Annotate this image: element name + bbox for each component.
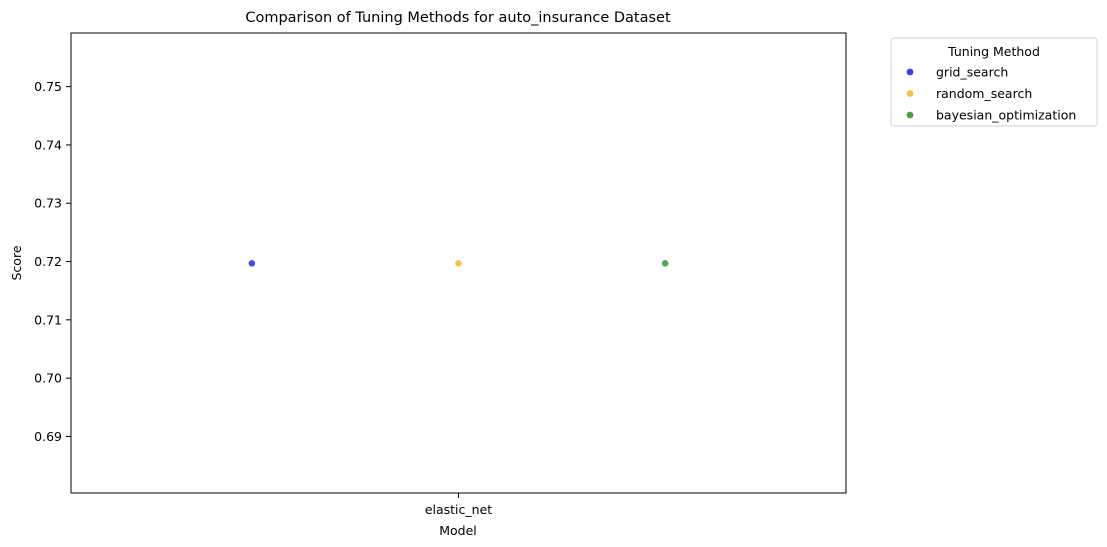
point-bayesian_optimization <box>661 259 670 268</box>
data-points <box>247 259 670 268</box>
legend-marker-random_search <box>906 90 914 97</box>
legend: Tuning Method grid_search random_searchba… <box>890 37 1098 127</box>
legend-marker-bayesian_optimization <box>906 111 914 119</box>
x-axis: elastic_net <box>425 493 492 517</box>
y-tick-label: 0.75 <box>34 79 62 94</box>
point-random_search <box>454 259 463 268</box>
chart-title: Comparison of Tuning Methods for auto_in… <box>245 10 671 26</box>
x-axis-label: Model <box>439 523 477 538</box>
y-tick-label: 0.74 <box>34 137 62 152</box>
legend-title: Tuning Method <box>947 44 1040 59</box>
y-tick-label: 0.71 <box>34 312 62 327</box>
point-grid_search <box>247 259 256 268</box>
legend-box <box>890 37 1098 127</box>
x-tick-label: elastic_net <box>425 502 492 517</box>
legend-label-grid_search: grid_search <box>936 65 1008 80</box>
y-tick-label: 0.70 <box>34 371 62 386</box>
legend-marker-grid_search <box>906 68 914 76</box>
y-tick-label: 0.69 <box>34 429 62 444</box>
legend-label-random_search: random_search <box>936 86 1032 101</box>
y-axis: 0.69 0.70 0.71 0.72 0.73 0.74 0.75 <box>34 79 71 444</box>
y-axis-label: Score <box>9 245 24 280</box>
legend-label-bayesian_optimization: bayesian_optimization <box>936 108 1076 123</box>
y-tick-label: 0.72 <box>34 254 62 269</box>
y-tick-label: 0.73 <box>34 196 62 211</box>
